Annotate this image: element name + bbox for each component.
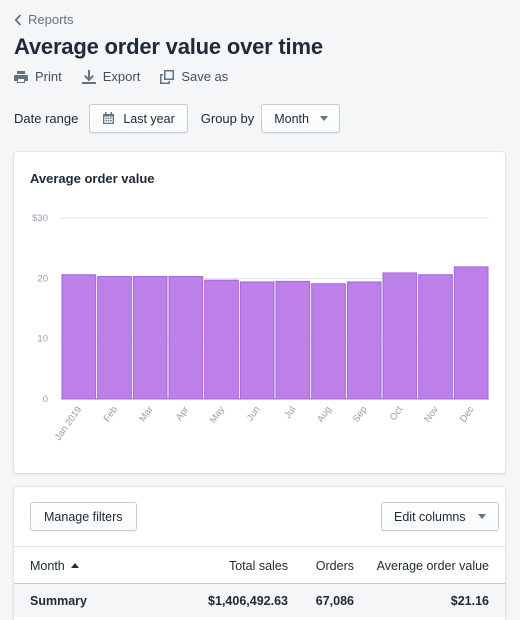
x-tick-label: Jul xyxy=(282,404,298,420)
edit-columns-label: Edit columns xyxy=(394,509,466,524)
export-button[interactable]: Export xyxy=(81,69,141,84)
summary-orders: 67,086 xyxy=(315,593,354,608)
x-tick-label: Sep xyxy=(351,404,370,424)
save-as-label[interactable]: Save as xyxy=(181,69,229,84)
table-toolbar: Manage filters Edit columns xyxy=(14,487,505,547)
chevron-left-icon xyxy=(14,13,22,26)
column-header-month[interactable]: Month xyxy=(30,559,79,573)
x-tick-label: Jun xyxy=(245,404,263,423)
bar xyxy=(346,281,382,400)
page-actions: Print Export Save as xyxy=(14,69,228,84)
bar xyxy=(61,274,97,400)
calendar-icon xyxy=(103,112,115,124)
date-range-value: Last year xyxy=(123,111,175,126)
print-label: Print xyxy=(35,69,62,84)
save-as-button[interactable]: Save as xyxy=(160,69,228,84)
bar xyxy=(275,280,311,400)
date-range-button[interactable]: Last year xyxy=(89,104,188,133)
page-title: Average order value over time xyxy=(14,34,323,59)
x-tick-label: Mar xyxy=(137,404,155,424)
x-tick-label: Nov xyxy=(422,404,441,424)
table-header-row: Month Total sales Orders Average order v… xyxy=(14,548,505,584)
bar xyxy=(97,276,132,400)
group-by-label: Group by xyxy=(200,111,255,126)
x-tick-label: Feb xyxy=(102,404,120,424)
download-icon xyxy=(81,69,96,84)
y-tick-label: 20 xyxy=(37,273,48,284)
bar xyxy=(132,276,168,400)
column-header-aov[interactable]: Average order value xyxy=(376,558,489,573)
bar-chart: 0 10 20 $30 Jan 2019 Feb Mar Apr May Jun Jul Aug Sep… xyxy=(32,213,489,443)
date-range-label: Date range xyxy=(14,111,79,126)
chart-card: Average order value 0 10 20 $30 Jan 2019 Feb M… xyxy=(14,152,505,473)
x-tick-label: Aug xyxy=(315,404,334,424)
bar xyxy=(382,272,418,400)
y-tick-label: 10 xyxy=(37,334,48,345)
month-header-label: Month xyxy=(30,558,65,573)
x-tick-label: May xyxy=(208,404,227,425)
column-header-total-sales[interactable]: Total sales xyxy=(228,558,288,573)
bar xyxy=(311,283,346,400)
breadcrumb-back-reports[interactable]: Reports xyxy=(14,12,74,27)
breadcrumb-label: Reports xyxy=(28,12,74,27)
edit-columns-button[interactable]: Edit columns xyxy=(381,502,499,531)
summary-total-sales: $1,406,492.63 xyxy=(208,593,288,608)
summary-label: Summary xyxy=(30,593,87,608)
report-table-card: Manage filters Edit columns Month Total … xyxy=(14,487,505,620)
print-button[interactable]: Print xyxy=(14,69,62,84)
chart-title: Average order value xyxy=(30,171,155,186)
x-tick-label: Jan 2019 xyxy=(53,404,84,442)
bar xyxy=(168,276,204,400)
export-label: Export xyxy=(102,69,141,84)
bar xyxy=(239,281,275,400)
bar xyxy=(453,266,489,400)
y-tick-label: $30 xyxy=(32,213,48,224)
sort-ascending-icon xyxy=(70,562,79,568)
bar xyxy=(204,279,239,400)
filter-bar: Date range Last year Group by Month xyxy=(14,104,340,133)
x-tick-label: Dec xyxy=(458,404,477,424)
printer-icon xyxy=(14,70,28,83)
group-by-select[interactable]: Month xyxy=(261,104,340,133)
column-header-orders[interactable]: Orders xyxy=(315,558,354,573)
x-tick-label: Apr xyxy=(174,404,191,422)
y-tick-label: 0 xyxy=(43,394,48,405)
manage-filters-button[interactable]: Manage filters xyxy=(30,502,137,531)
group-by-value: Month xyxy=(274,111,309,126)
bar xyxy=(418,274,453,400)
caret-down-icon xyxy=(477,514,486,519)
summary-row: Summary $1,406,492.63 67,086 $21.16 xyxy=(14,584,505,617)
summary-aov: $21.16 xyxy=(450,593,489,608)
duplicate-icon xyxy=(160,69,175,84)
x-tick-label: Oct xyxy=(388,404,406,423)
manage-filters-label: Manage filters xyxy=(44,509,123,524)
caret-down-icon xyxy=(319,116,328,121)
